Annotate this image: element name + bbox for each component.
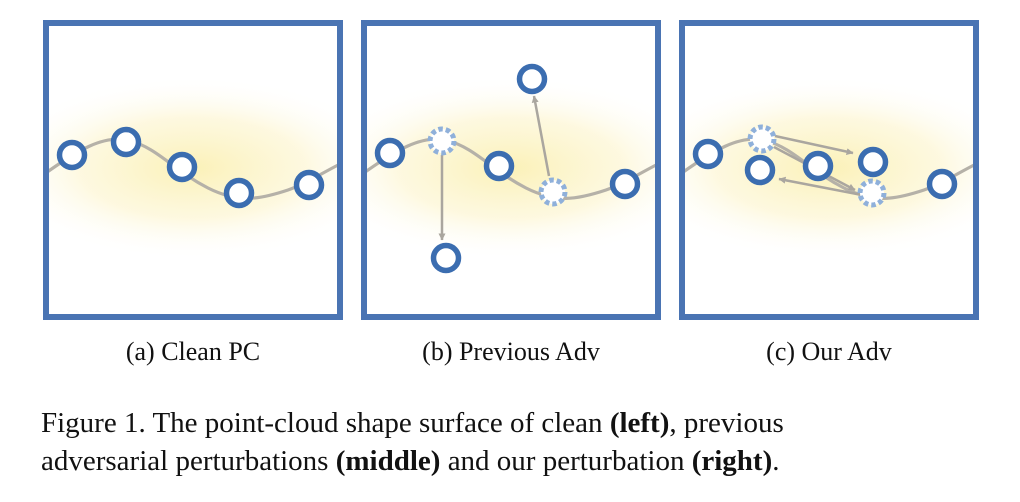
- point: [926, 168, 958, 200]
- subfigure-label-a: (a) Clean PC: [125, 337, 261, 366]
- point: [166, 151, 198, 183]
- perturbation-arrow: [774, 134, 854, 156]
- perturbed-point-origin: [747, 124, 777, 154]
- caption-text: adversarial perturbations: [41, 445, 336, 477]
- displaced-point: [744, 154, 776, 186]
- panel-frame: [679, 20, 979, 320]
- caption-text: , previous: [669, 407, 784, 439]
- displaced-point: [430, 242, 462, 274]
- subfigure-label-b: (b) Previous Adv: [422, 337, 600, 366]
- perturbed-point-origin: [538, 177, 568, 207]
- perturbation-arrow: [778, 176, 863, 197]
- subfigure-label-c: (c) Our Adv: [766, 337, 892, 366]
- panel-frame: [361, 20, 661, 320]
- displaced-point: [857, 146, 889, 178]
- panel-previous-adv: [361, 20, 661, 320]
- perturbed-point-origin: [857, 178, 887, 208]
- caption-bold: (left): [609, 407, 670, 439]
- our-adv-diagram: [679, 20, 979, 320]
- point: [802, 150, 834, 182]
- panel-frame: [43, 20, 343, 320]
- caption-line-2: adversarial perturbations (middle) and o…: [41, 442, 991, 480]
- point: [609, 168, 641, 200]
- point: [692, 138, 724, 170]
- point: [56, 139, 88, 171]
- previous-adv-diagram: [361, 20, 661, 320]
- caption-bold: (right): [691, 445, 773, 477]
- point: [374, 137, 406, 169]
- displaced-point: [516, 63, 548, 95]
- point: [223, 177, 255, 209]
- point: [483, 150, 515, 182]
- panel-clean-pc: [43, 20, 343, 320]
- caption-text: .: [772, 445, 780, 477]
- figure-caption: Figure 1. The point-cloud shape surface …: [41, 404, 991, 480]
- panel-our-adv: [679, 20, 979, 320]
- point: [110, 126, 142, 158]
- perturbed-point-origin: [427, 126, 457, 156]
- clean-pc-diagram: [43, 20, 343, 320]
- caption-bold: (middle): [335, 445, 441, 477]
- caption-line-1: Figure 1. The point-cloud shape surface …: [41, 404, 991, 442]
- perturbation-arrow: [531, 95, 551, 177]
- caption-text: and our perturbation: [440, 445, 692, 477]
- caption-text: Figure 1. The point-cloud shape surface …: [41, 407, 610, 439]
- point: [293, 169, 325, 201]
